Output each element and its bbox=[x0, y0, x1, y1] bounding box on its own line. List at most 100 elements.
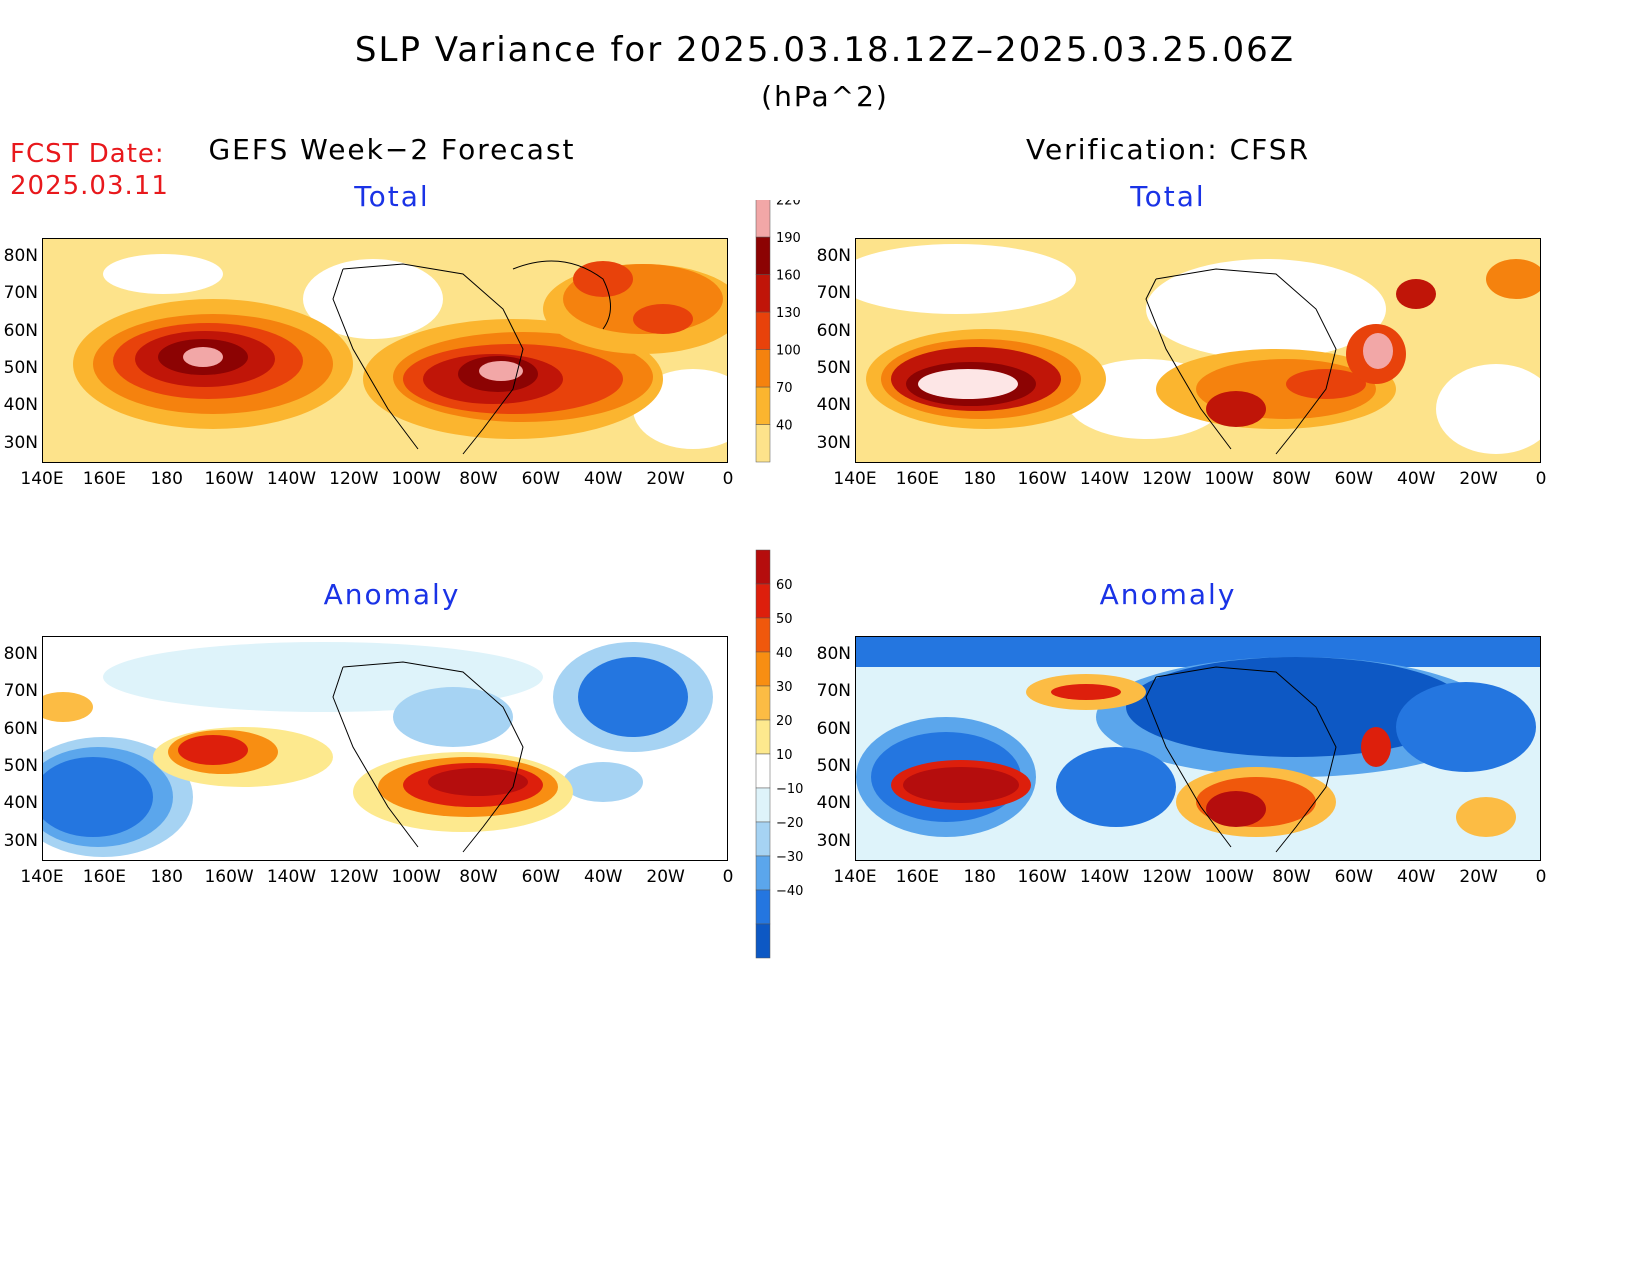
lon-label: 120W bbox=[329, 867, 379, 887]
lat-label: 30N bbox=[816, 830, 851, 851]
lon-label: 40W bbox=[1397, 469, 1436, 489]
colorbar-total-swatch bbox=[755, 311, 771, 350]
lon-label: 100W bbox=[1204, 469, 1254, 489]
colorbar-anomaly-swatch bbox=[755, 855, 771, 891]
colorbar-anomaly-graphic: 60 50 40 30 20 10 −10 −20 −30 −40 bbox=[755, 549, 803, 959]
forecast-date-value: 2025.03.11 bbox=[10, 171, 169, 201]
lat-label: 80N bbox=[816, 246, 851, 266]
lon-label: 160W bbox=[204, 469, 254, 489]
lat-label: 60N bbox=[816, 320, 851, 341]
lon-label: 0 bbox=[722, 469, 734, 489]
lon-label: 160E bbox=[82, 469, 126, 489]
lat-label: 50N bbox=[3, 755, 38, 776]
colorbar-total-swatch bbox=[755, 349, 771, 388]
lat-label: 50N bbox=[816, 755, 851, 776]
colorbar-total-swatch bbox=[755, 236, 771, 275]
colorbar-anomaly-tick: 60 bbox=[776, 578, 793, 593]
lon-label: 140W bbox=[266, 469, 317, 489]
lat-label: 50N bbox=[3, 357, 38, 378]
lon-label: 140W bbox=[1079, 867, 1130, 887]
lat-label: 40N bbox=[3, 395, 38, 416]
lon-label: 80W bbox=[459, 867, 498, 887]
panel-title-gefs-anomaly: Anomaly bbox=[323, 578, 461, 611]
colorbar-anomaly: 60 50 40 30 20 10 −10 −20 −30 −40 bbox=[750, 540, 810, 960]
lon-label: 120W bbox=[329, 469, 379, 489]
colorbar-anomaly-tick: 20 bbox=[776, 714, 793, 729]
lon-label: 60W bbox=[521, 867, 561, 887]
colorbar-anomaly-swatch bbox=[755, 787, 771, 823]
lon-label: 180 bbox=[963, 867, 996, 887]
colorbar-anomaly-swatch bbox=[755, 617, 771, 653]
lon-label: 0 bbox=[1535, 867, 1547, 887]
lon-label: 160W bbox=[1017, 867, 1067, 887]
colorbar-total-tick: 130 bbox=[776, 306, 801, 321]
lon-label: 140E bbox=[833, 469, 877, 489]
lat-label: 30N bbox=[3, 830, 38, 851]
colorbar-total-tick: 160 bbox=[776, 269, 801, 284]
colorbar-total: 40 70 100 130 160 190 220 bbox=[750, 161, 810, 505]
lat-label: 60N bbox=[3, 320, 38, 341]
colorbar-anomaly-swatch bbox=[755, 549, 771, 585]
figure-title: SLP Variance for 2025.03.18.12Z–2025.03.… bbox=[354, 30, 1296, 70]
lon-label: 0 bbox=[722, 867, 734, 887]
colorbar-anomaly-tick: 30 bbox=[776, 680, 793, 695]
colorbar-anomaly-swatch bbox=[755, 753, 771, 789]
lon-label: 20W bbox=[1459, 867, 1498, 887]
lon-label: 60W bbox=[1334, 469, 1374, 489]
colorbar-anomaly-swatch bbox=[755, 821, 771, 857]
lon-label: 20W bbox=[646, 469, 685, 489]
lat-label: 50N bbox=[816, 357, 851, 378]
lon-label: 180 bbox=[150, 469, 183, 489]
lat-label: 70N bbox=[816, 681, 851, 702]
lon-label: 80W bbox=[459, 469, 498, 489]
colorbar-anomaly-swatch bbox=[755, 685, 771, 721]
column-title-cfsr: Verification: CFSR bbox=[1025, 133, 1311, 166]
lat-label: 30N bbox=[816, 432, 851, 453]
map-panel-gefs-total bbox=[42, 238, 728, 463]
lon-label: 160E bbox=[895, 469, 939, 489]
lat-label: 70N bbox=[3, 681, 38, 702]
colorbar-total-graphic: 40 70 100 130 160 190 220 bbox=[755, 161, 801, 463]
lat-label: 60N bbox=[3, 718, 38, 739]
lon-label: 140E bbox=[20, 469, 64, 489]
map-panel-cfsr-anomaly bbox=[855, 636, 1541, 861]
lon-label: 180 bbox=[150, 867, 183, 887]
colorbar-anomaly-swatch bbox=[755, 923, 771, 959]
colorbar-anomaly-swatch bbox=[755, 889, 771, 925]
lat-label: 60N bbox=[816, 718, 851, 739]
forecast-date: FCST Date: 2025.03.11 bbox=[10, 138, 169, 202]
lon-label: 120W bbox=[1142, 469, 1192, 489]
lat-label: 40N bbox=[816, 793, 851, 814]
colorbar-total-swatch bbox=[755, 199, 771, 238]
lon-label: 140W bbox=[1079, 469, 1130, 489]
lon-label: 100W bbox=[1204, 867, 1254, 887]
colorbar-anomaly-swatch bbox=[755, 651, 771, 687]
colorbar-anomaly-tick: −10 bbox=[776, 782, 803, 797]
lon-label: 100W bbox=[391, 469, 441, 489]
colorbar-total-tick: 40 bbox=[776, 419, 793, 434]
lon-label: 20W bbox=[646, 867, 685, 887]
lon-label: 160W bbox=[204, 867, 254, 887]
lon-label: 140E bbox=[833, 867, 877, 887]
colorbar-anomaly-tick: −20 bbox=[776, 816, 803, 831]
colorbar-anomaly-tick: 50 bbox=[776, 612, 793, 627]
panel-title-cfsr-anomaly: Anomaly bbox=[1099, 578, 1237, 611]
lat-label: 80N bbox=[816, 644, 851, 664]
lon-label: 180 bbox=[963, 469, 996, 489]
lon-label: 40W bbox=[584, 469, 623, 489]
lon-label: 40W bbox=[1397, 867, 1436, 887]
lat-label: 70N bbox=[816, 283, 851, 304]
map-panel-gefs-anomaly bbox=[42, 636, 728, 861]
forecast-date-label: FCST Date: bbox=[10, 139, 165, 169]
colorbar-anomaly-swatch bbox=[755, 719, 771, 755]
lat-label: 80N bbox=[3, 246, 38, 266]
lon-label: 100W bbox=[391, 867, 441, 887]
colorbar-anomaly-tick: −30 bbox=[776, 850, 803, 865]
lon-label: 160E bbox=[895, 867, 939, 887]
column-title-gefs: GEFS Week−2 Forecast bbox=[208, 133, 576, 166]
lon-label: 60W bbox=[521, 469, 561, 489]
lon-label: 160E bbox=[82, 867, 126, 887]
colorbar-total-tick: 220 bbox=[776, 200, 801, 209]
lon-label: 120W bbox=[1142, 867, 1192, 887]
colorbar-total-swatch bbox=[755, 274, 771, 313]
